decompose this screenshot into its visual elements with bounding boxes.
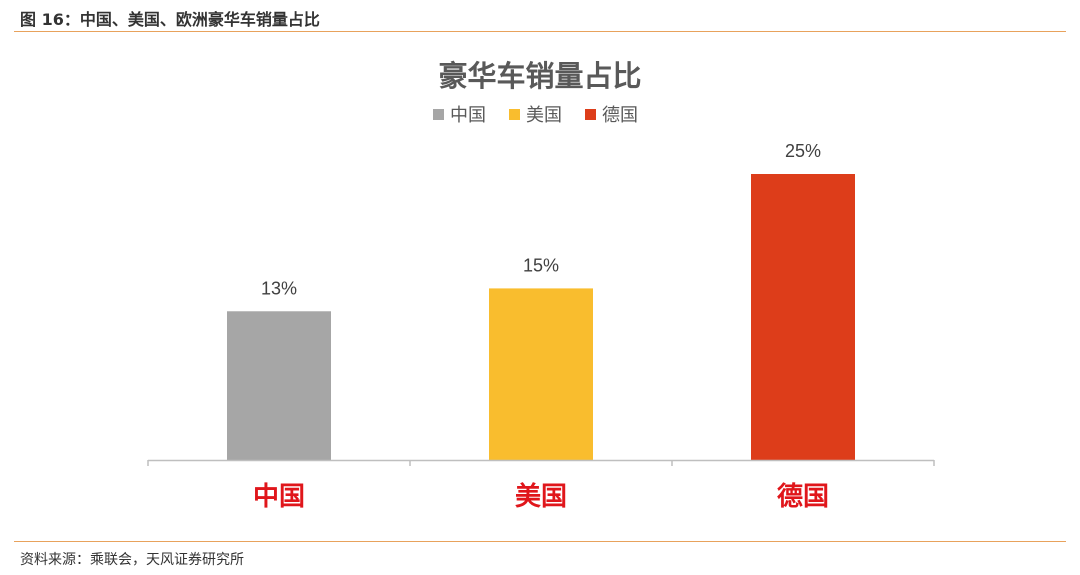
legend-label: 中国 [450,105,486,126]
x-axis [147,459,935,466]
source-note: 资料来源：乘联会，天风证券研究所 [20,552,244,568]
data-label-3: 25% [785,141,821,161]
legend-label: 美国 [526,105,562,126]
bars [227,174,855,460]
category-label-2: 美国 [515,481,567,512]
category-label-3: 德国 [777,482,829,512]
category-label-1: 中国 [253,482,305,512]
data-label-1: 13% [261,278,297,298]
legend-swatch [585,109,596,120]
chart-title: 豪华车销量占比 [438,59,641,93]
data-labels: 13% 中国 15% 美国 25% 德国 [253,141,829,512]
figure-caption: 图 16：中国、美国、欧洲豪华车销量占比 [20,10,320,29]
footer-divider [14,541,1066,542]
bar-3 [751,174,855,460]
header-divider [14,31,1066,32]
bar-2 [489,288,593,460]
bar-1 [227,311,331,460]
legend-swatch [509,109,520,120]
legend-item-1: 中国 [433,105,486,126]
data-label-2: 15% [523,255,559,275]
legend-label: 德国 [602,105,638,126]
legend-swatch [433,109,444,120]
legend: 中国 美国 德国 [433,105,638,126]
legend-item-3: 德国 [585,105,638,126]
legend-item-2: 美国 [509,105,562,126]
